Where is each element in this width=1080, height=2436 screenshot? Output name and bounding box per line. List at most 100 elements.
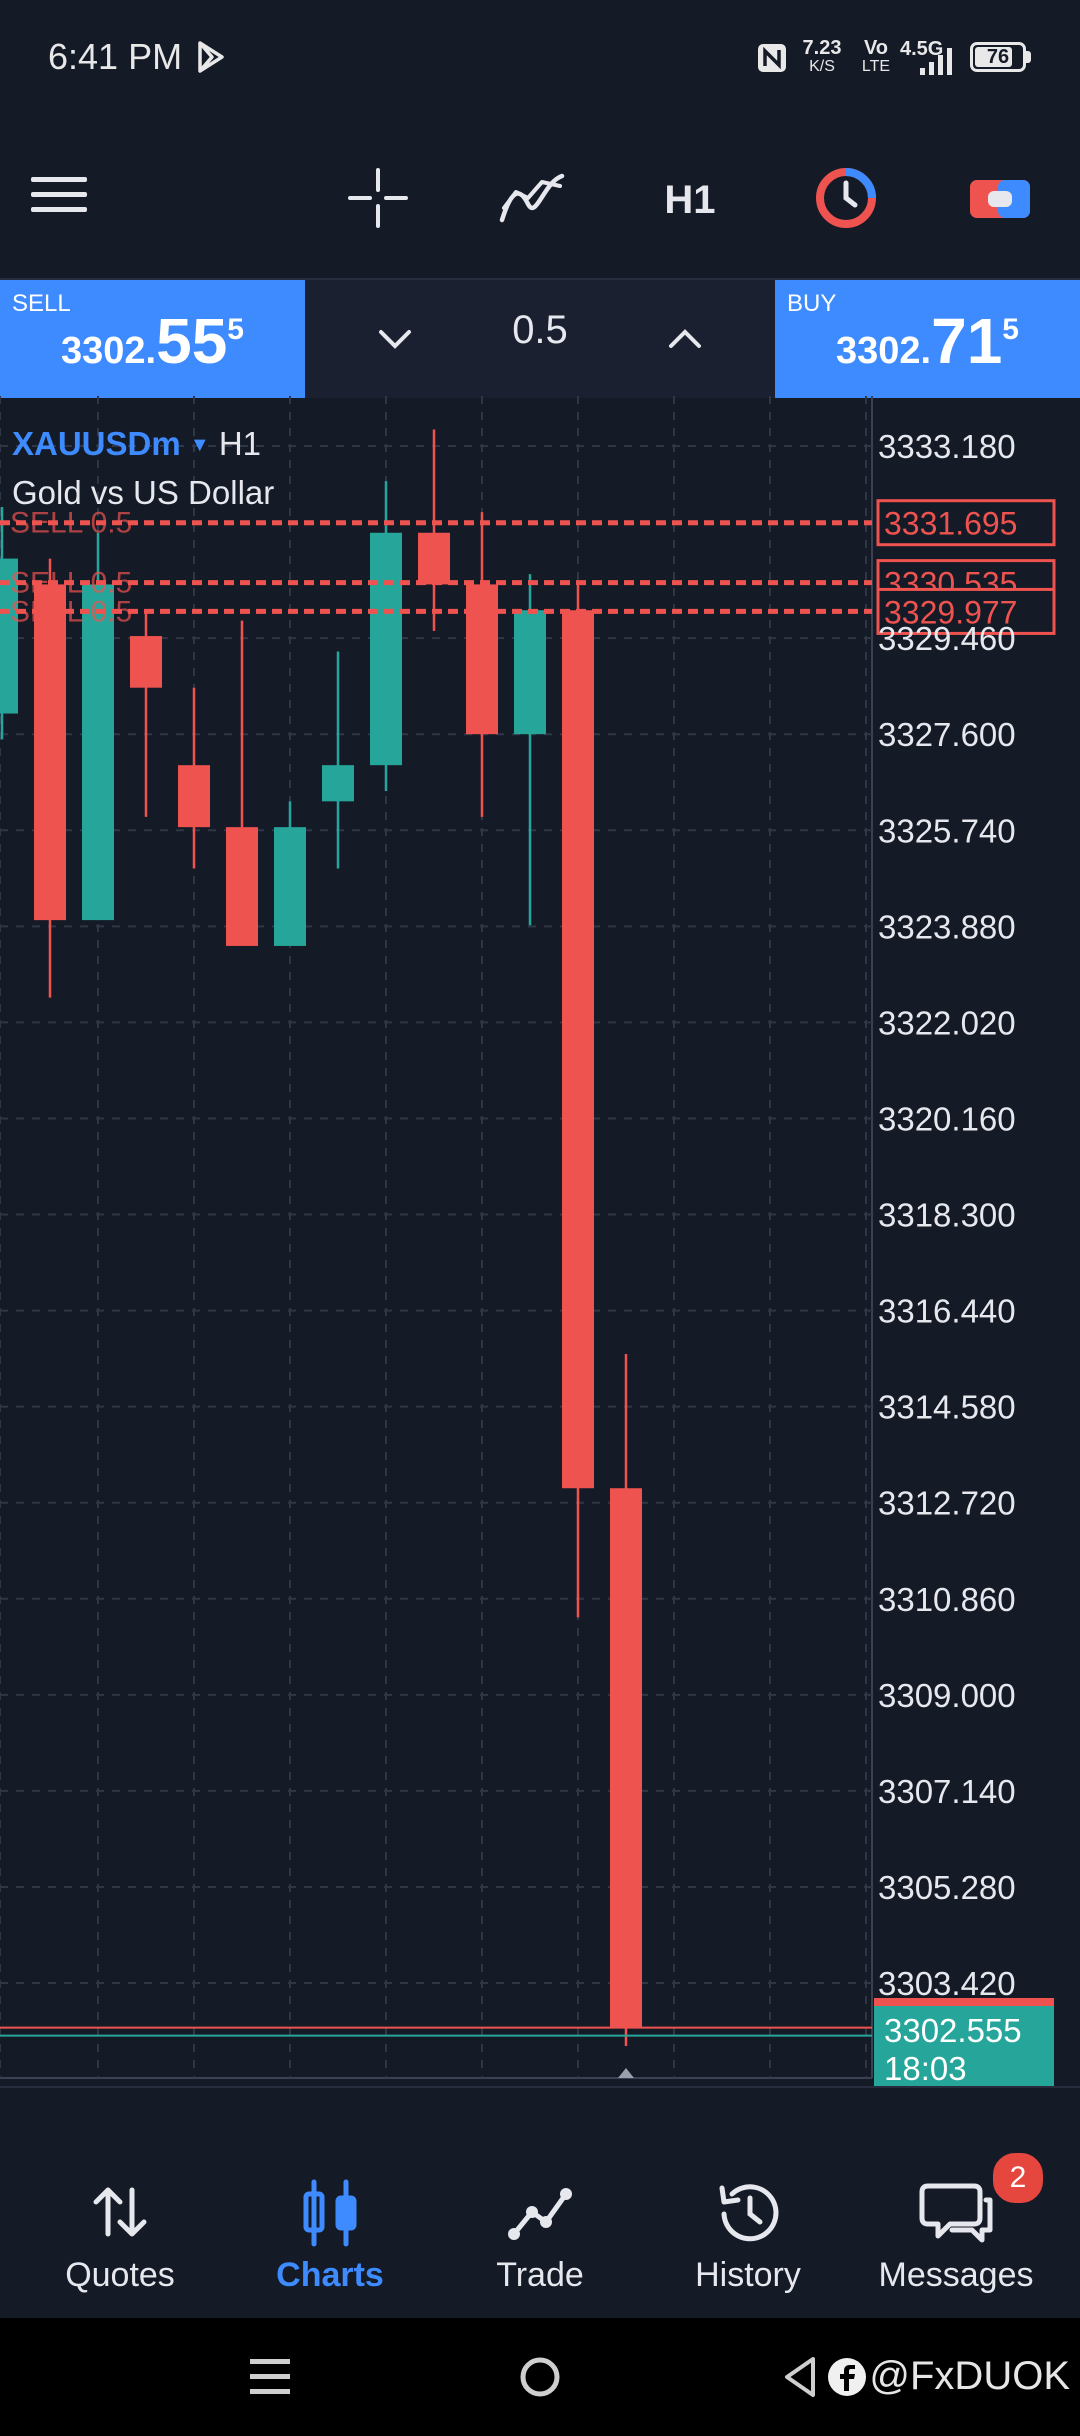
menu-icon[interactable] — [24, 160, 94, 230]
quotes-icon — [93, 2187, 147, 2237]
watermark-text: @FxDUOK — [869, 2354, 1070, 2398]
price-tick-label: 3320.160 — [878, 1100, 1016, 1137]
buy-price: 3302.715 — [775, 304, 1080, 378]
symbol-timeframe: H1 — [218, 425, 262, 462]
chart-grid — [0, 396, 873, 2079]
candle — [130, 610, 162, 817]
nav-quotes-label: Quotes — [65, 2256, 175, 2294]
nav-history[interactable]: History — [648, 2088, 848, 2320]
candle — [322, 651, 354, 869]
order-label: SELL 0.5 — [10, 567, 132, 600]
sell-price: 3302.555 — [0, 304, 305, 378]
price-tick-label: 3314.580 — [878, 1389, 1016, 1426]
price-tick-label: 3325.740 — [878, 812, 1016, 849]
ask-price-tag — [874, 1998, 1054, 2006]
candle-body — [178, 765, 210, 828]
order-price-tag — [876, 499, 1056, 547]
candle-body — [34, 584, 66, 921]
nfc-icon — [758, 44, 786, 72]
price-tick-label: 3305.280 — [878, 1869, 1016, 1906]
volte-bottom: LTE — [861, 58, 891, 75]
lot-increase-button[interactable] — [650, 304, 720, 374]
candle — [226, 620, 258, 946]
symbol-name[interactable]: XAUUSDm — [12, 425, 181, 462]
timer-icon[interactable] — [806, 158, 886, 238]
candle — [274, 801, 306, 946]
nav-charts-label: Charts — [276, 2256, 384, 2294]
nav-messages[interactable]: 2 Messages — [856, 2088, 1056, 2320]
candle — [562, 584, 594, 1618]
candle-body — [418, 532, 450, 585]
clock: 6:41 PM — [48, 36, 183, 77]
nav-history-label: History — [695, 2256, 801, 2294]
candle-body — [514, 610, 546, 735]
back-icon[interactable] — [781, 2355, 821, 2399]
candle-body — [0, 558, 18, 714]
trade-icon — [508, 2188, 572, 2240]
battery-level: 76 — [986, 46, 1010, 68]
price-chart[interactable]: SELL 0.5 3331.695 SELL 0.5 3330.535 SELL 0.5… — [0, 396, 1080, 2125]
buy-price-big: 71 — [931, 305, 1003, 377]
lot-decrease-button[interactable] — [360, 304, 430, 374]
price-tick-label: 3307.140 — [878, 1773, 1016, 1810]
symbol-dropdown-icon[interactable]: ▼ — [189, 434, 210, 456]
candle-body — [130, 636, 162, 688]
recents-icon[interactable] — [240, 2342, 300, 2412]
candles — [0, 429, 642, 2047]
nav-trade-label: Trade — [496, 2256, 584, 2294]
sell-button[interactable]: SELL 3302.555 — [0, 280, 305, 398]
candle-body — [322, 765, 354, 802]
net-speed-value: 7.23 — [802, 37, 842, 59]
volte-top: Vo — [863, 37, 889, 59]
nav-charts[interactable]: Charts — [230, 2088, 430, 2320]
candle — [418, 429, 450, 631]
one-click-trade-bar: SELL 3302.555 0.5 BUY 3302.715 — [0, 278, 1080, 398]
symbol-description: Gold vs US Dollar — [12, 474, 275, 511]
facebook-icon — [828, 2357, 867, 2396]
timeframe-button[interactable]: H1 — [664, 177, 716, 222]
candle — [514, 574, 546, 926]
sell-label: SELL — [12, 290, 71, 317]
candle-body — [370, 532, 402, 766]
chevron-down-icon — [379, 330, 411, 349]
charts-icon — [303, 2179, 357, 2247]
crosshair-icon[interactable] — [340, 160, 416, 236]
symbol-info: XAUUSDm ▼ H1 Gold vs US Dollar — [12, 422, 274, 515]
candle-body — [562, 610, 594, 1489]
current-price-tag — [874, 2006, 1054, 2088]
status-bar: 6:41 PM 7.23 K/S Vo LTE 4.5G 76 — [0, 0, 1080, 120]
candle — [610, 1353, 642, 2047]
price-tick-label: 3316.440 — [878, 1293, 1016, 1330]
candle — [82, 532, 114, 921]
buy-price-main: 3302. — [836, 330, 932, 372]
chevron-up-icon — [669, 329, 701, 348]
net-speed-unit: K/S — [809, 58, 835, 75]
countdown-text: 18:03 — [884, 2050, 967, 2086]
sell-price-main: 3302. — [61, 330, 157, 372]
candle — [466, 512, 498, 817]
buy-button[interactable]: BUY 3302.715 — [775, 280, 1080, 398]
candle-body — [226, 827, 258, 946]
history-icon — [719, 2184, 779, 2242]
messages-icon — [919, 2183, 993, 2243]
indicators-icon[interactable] — [494, 160, 570, 236]
price-tick-label: 3310.860 — [878, 1581, 1016, 1618]
lot-size-value[interactable]: 0.5 — [512, 308, 568, 352]
home-icon[interactable] — [510, 2342, 570, 2412]
nav-trade[interactable]: Trade — [440, 2088, 640, 2320]
nav-quotes[interactable]: Quotes — [20, 2088, 220, 2320]
sell-price-big: 55 — [156, 305, 228, 377]
net-speed: 7.23 K/S — [800, 38, 844, 76]
candle-body — [274, 827, 306, 946]
chart-toolbar: H1 — [0, 120, 1080, 278]
candle-body — [610, 1488, 642, 2028]
buy-label: BUY — [787, 290, 837, 317]
toggle-icon[interactable] — [960, 164, 1040, 234]
order-price-tag-text: 3331.695 — [884, 506, 1017, 542]
sell-price-pip: 5 — [227, 313, 244, 347]
candle — [0, 506, 18, 740]
price-tick-label: 3327.600 — [878, 716, 1016, 753]
battery-icon: 76 — [970, 42, 1026, 72]
